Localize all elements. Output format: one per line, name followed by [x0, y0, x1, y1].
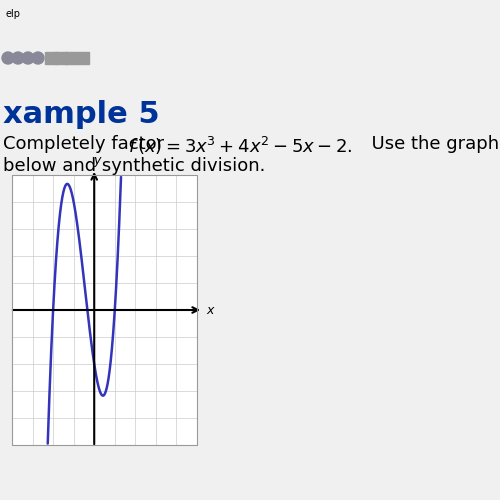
Text: x: x	[206, 304, 214, 316]
Bar	[77, 52, 89, 64]
Bar	[65, 52, 77, 64]
Text: elp: elp	[5, 8, 20, 18]
Bar	[45, 52, 57, 64]
Bar	[55, 52, 67, 64]
Circle shape	[2, 52, 14, 64]
Bar	[12, 175, 197, 445]
Circle shape	[22, 52, 34, 64]
Text: below and synthetic division.: below and synthetic division.	[3, 157, 266, 175]
Bar	[12, 175, 197, 445]
Text: $f\,(x) = 3x^3 + 4x^2 - 5x - 2.$: $f\,(x) = 3x^3 + 4x^2 - 5x - 2.$	[128, 135, 352, 157]
Text: xample 5: xample 5	[3, 100, 160, 129]
Circle shape	[32, 52, 44, 64]
Text: Completely factor: Completely factor	[3, 135, 170, 153]
Circle shape	[12, 52, 24, 64]
Text: Use the graph: Use the graph	[360, 135, 499, 153]
Text: y: y	[94, 154, 101, 167]
